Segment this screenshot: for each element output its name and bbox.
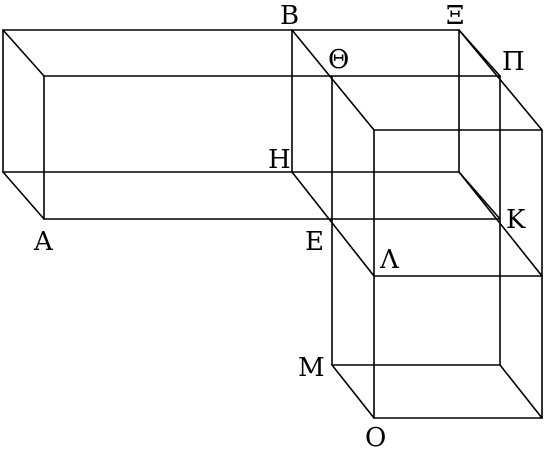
long-depth-tl — [2, 29, 45, 77]
lower-depth-M — [331, 364, 375, 419]
cube-depth-Xi — [458, 29, 543, 131]
label-Lambda: Λ — [379, 245, 400, 275]
label-Xi: Ξ — [446, 1, 464, 31]
cube-depth-B — [291, 29, 375, 131]
label-A: Α — [33, 227, 54, 257]
label-K: Κ — [506, 205, 526, 235]
label-Pi: Π — [502, 47, 525, 77]
lower-depth-right — [499, 364, 543, 419]
diagram-edges — [2, 29, 543, 419]
label-O: Ο — [365, 423, 386, 452]
label-H: Η — [268, 145, 291, 175]
label-M: Μ — [298, 353, 325, 383]
long-depth-bl — [2, 171, 45, 220]
label-Theta: Θ — [328, 45, 349, 75]
diagram-labels: Α Β Ξ Θ Π Η Κ Ε Λ Μ Ο — [33, 1, 526, 452]
label-B: Β — [280, 1, 299, 31]
cube-depth-H — [291, 171, 375, 277]
label-E: Ε — [305, 227, 324, 257]
